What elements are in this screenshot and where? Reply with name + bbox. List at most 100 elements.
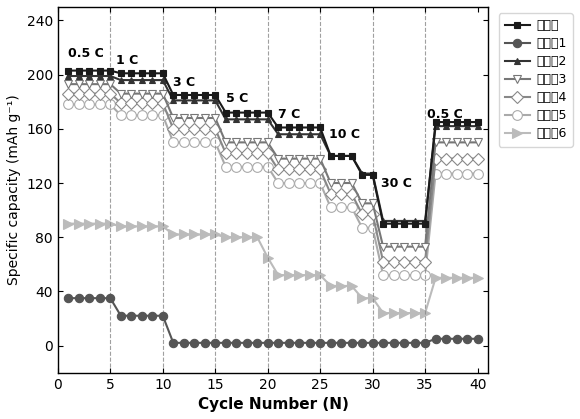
对比例5: [117, 113, 124, 118]
对比例2: [401, 218, 408, 223]
实施例: [296, 125, 303, 130]
Legend: 实施例, 对比例1, 对比例2, 对比例3, 对比例4, 对比例5, 对比例6: 实施例, 对比例1, 对比例2, 对比例3, 对比例4, 对比例5, 对比例6: [499, 13, 573, 147]
对比例1: [453, 336, 460, 341]
对比例5: [474, 171, 481, 176]
对比例5: [243, 164, 250, 169]
对比例4: [306, 167, 313, 172]
对比例2: [275, 132, 282, 137]
对比例2: [222, 117, 229, 122]
对比例3: [201, 116, 208, 121]
对比例4: [75, 91, 82, 96]
对比例6: [327, 283, 334, 288]
对比例3: [432, 140, 439, 145]
对比例6: [86, 221, 93, 226]
对比例5: [285, 181, 292, 186]
对比例2: [253, 117, 260, 122]
对比例6: [338, 283, 345, 288]
对比例3: [222, 140, 229, 145]
对比例2: [317, 132, 324, 137]
对比例5: [222, 164, 229, 169]
对比例6: [222, 235, 229, 240]
对比例2: [212, 98, 219, 103]
对比例5: [201, 140, 208, 145]
对比例1: [243, 340, 250, 345]
实施例: [306, 125, 313, 130]
实施例: [75, 68, 82, 73]
对比例1: [422, 340, 429, 345]
对比例4: [138, 101, 145, 106]
对比例1: [180, 340, 187, 345]
对比例5: [422, 273, 429, 278]
实施例: [369, 172, 376, 177]
对比例6: [65, 221, 72, 226]
对比例5: [327, 205, 334, 210]
对比例3: [474, 140, 481, 145]
对比例3: [253, 140, 260, 145]
对比例6: [233, 235, 240, 240]
对比例5: [306, 181, 313, 186]
对比例5: [275, 181, 282, 186]
Text: 1 C: 1 C: [115, 54, 138, 67]
对比例3: [411, 244, 418, 249]
对比例3: [117, 91, 124, 96]
实施例: [401, 221, 408, 226]
对比例5: [264, 164, 271, 169]
对比例2: [422, 218, 429, 223]
实施例: [233, 110, 240, 115]
对比例2: [201, 98, 208, 103]
对比例1: [432, 336, 439, 341]
对比例1: [380, 340, 387, 345]
对比例1: [411, 340, 418, 345]
对比例6: [149, 224, 156, 229]
对比例3: [149, 91, 156, 96]
对比例3: [443, 140, 450, 145]
对比例1: [474, 336, 481, 341]
对比例3: [191, 116, 198, 121]
对比例2: [348, 153, 355, 158]
对比例1: [369, 340, 376, 345]
对比例1: [191, 340, 198, 345]
对比例4: [128, 101, 135, 106]
对比例5: [86, 102, 93, 107]
对比例3: [306, 156, 313, 161]
对比例3: [170, 116, 177, 121]
实施例: [107, 68, 114, 73]
对比例4: [369, 212, 376, 217]
对比例4: [380, 259, 387, 264]
对比例2: [107, 73, 114, 78]
对比例4: [117, 101, 124, 106]
Text: 0.5 C: 0.5 C: [427, 108, 463, 121]
对比例3: [348, 181, 355, 186]
对比例4: [390, 259, 397, 264]
对比例1: [138, 313, 145, 318]
对比例1: [96, 296, 103, 301]
对比例3: [317, 156, 324, 161]
对比例3: [401, 244, 408, 249]
对比例4: [107, 91, 114, 96]
对比例4: [317, 167, 324, 172]
对比例4: [463, 156, 470, 161]
对比例1: [212, 340, 219, 345]
对比例3: [296, 156, 303, 161]
实施例: [422, 221, 429, 226]
对比例6: [160, 224, 166, 229]
对比例3: [358, 201, 365, 206]
对比例5: [443, 171, 450, 176]
对比例5: [107, 102, 114, 107]
对比例1: [401, 340, 408, 345]
对比例3: [75, 82, 82, 87]
对比例4: [474, 156, 481, 161]
实施例: [443, 119, 450, 124]
对比例1: [107, 296, 114, 301]
对比例1: [65, 296, 72, 301]
对比例5: [128, 113, 135, 118]
对比例3: [380, 244, 387, 249]
对比例5: [390, 273, 397, 278]
对比例3: [390, 244, 397, 249]
对比例4: [327, 191, 334, 197]
对比例1: [86, 296, 93, 301]
Text: 10 C: 10 C: [329, 128, 360, 141]
对比例4: [348, 191, 355, 197]
对比例4: [170, 127, 177, 132]
对比例3: [180, 116, 187, 121]
